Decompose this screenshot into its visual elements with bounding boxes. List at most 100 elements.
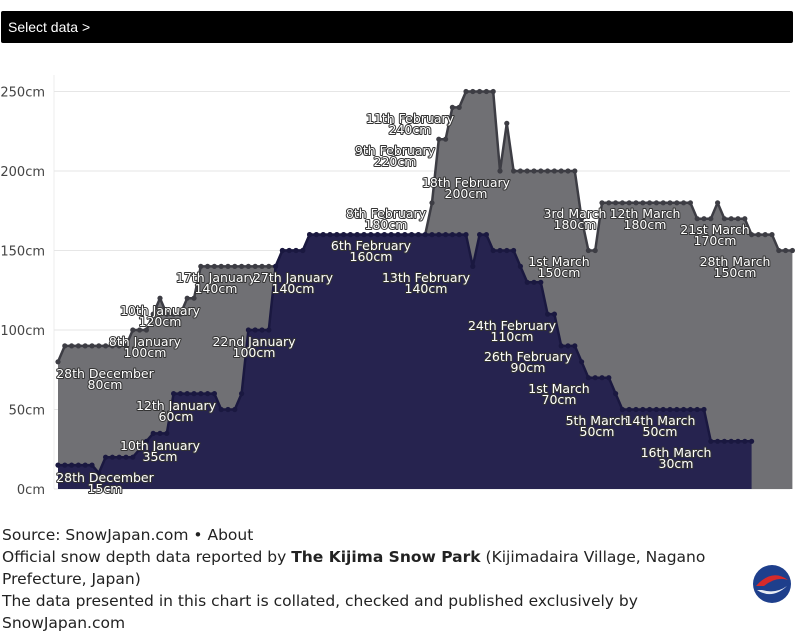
data-point[interactable] <box>640 406 646 413</box>
data-point[interactable] <box>742 216 748 222</box>
data-point[interactable] <box>320 232 326 238</box>
data-point[interactable] <box>436 136 442 142</box>
data-point[interactable] <box>477 232 483 238</box>
data-point[interactable] <box>137 327 143 333</box>
data-point[interactable] <box>409 232 415 238</box>
data-point[interactable] <box>776 247 782 254</box>
data-point[interactable] <box>218 406 224 413</box>
data-point[interactable] <box>205 391 211 397</box>
data-point[interactable] <box>579 216 585 222</box>
data-point[interactable] <box>613 200 619 206</box>
data-point[interactable] <box>177 391 183 397</box>
data-point[interactable] <box>286 247 292 254</box>
data-point[interactable] <box>735 438 741 444</box>
data-point[interactable] <box>191 295 197 301</box>
data-point[interactable] <box>735 216 741 222</box>
data-point[interactable] <box>755 232 762 238</box>
data-point[interactable] <box>259 327 265 333</box>
data-point[interactable] <box>171 391 177 397</box>
data-point[interactable] <box>681 200 687 206</box>
data-point[interactable] <box>606 375 612 381</box>
data-point[interactable] <box>293 247 299 254</box>
data-point[interactable] <box>715 438 721 444</box>
data-point[interactable] <box>164 311 170 317</box>
data-point[interactable] <box>130 454 136 460</box>
data-point[interactable] <box>402 232 408 238</box>
data-point[interactable] <box>749 232 755 238</box>
data-point[interactable] <box>619 406 626 413</box>
data-point[interactable] <box>232 406 238 413</box>
data-point[interactable] <box>558 343 564 349</box>
data-point[interactable] <box>660 406 666 413</box>
data-point[interactable] <box>211 391 217 397</box>
data-point[interactable] <box>490 247 496 254</box>
data-point[interactable] <box>225 406 231 413</box>
data-point[interactable] <box>75 462 81 468</box>
data-point[interactable] <box>728 438 734 444</box>
data-point[interactable] <box>633 200 639 206</box>
data-point[interactable] <box>75 343 81 349</box>
data-point[interactable] <box>483 88 489 95</box>
data-point[interactable] <box>470 88 476 95</box>
data-point[interactable] <box>82 462 88 468</box>
data-point[interactable] <box>307 232 313 238</box>
data-point[interactable] <box>191 391 197 397</box>
data-point[interactable] <box>517 263 524 269</box>
data-point[interactable] <box>715 200 721 206</box>
data-point[interactable] <box>626 200 632 206</box>
data-point[interactable] <box>585 247 592 254</box>
data-point[interactable] <box>572 168 578 174</box>
data-point[interactable] <box>239 391 245 397</box>
data-point[interactable] <box>626 406 632 413</box>
data-point[interactable] <box>538 279 544 285</box>
data-point[interactable] <box>456 104 462 110</box>
data-point[interactable] <box>538 168 544 174</box>
data-point[interactable] <box>619 200 626 206</box>
data-point[interactable] <box>701 406 707 413</box>
data-point[interactable] <box>443 232 449 238</box>
data-point[interactable] <box>361 232 367 238</box>
data-point[interactable] <box>470 263 476 269</box>
source-line[interactable]: Source: SnowJapan.com • About <box>2 526 254 544</box>
data-point[interactable] <box>742 438 748 444</box>
data-point[interactable] <box>585 375 592 381</box>
data-point[interactable] <box>347 232 353 238</box>
data-point[interactable] <box>687 200 694 206</box>
data-point[interactable] <box>198 391 204 397</box>
data-point[interactable] <box>62 343 68 349</box>
data-point[interactable] <box>327 232 333 238</box>
data-point[interactable] <box>109 343 115 349</box>
data-point[interactable] <box>497 247 503 254</box>
data-point[interactable] <box>123 454 129 460</box>
data-point[interactable] <box>259 263 265 269</box>
data-point[interactable] <box>647 200 653 206</box>
data-point[interactable] <box>415 232 421 238</box>
data-point[interactable] <box>674 406 680 413</box>
data-point[interactable] <box>504 120 510 126</box>
data-point[interactable] <box>517 168 524 174</box>
data-point[interactable] <box>599 200 605 206</box>
data-point[interactable] <box>701 216 707 222</box>
data-point[interactable] <box>667 200 673 206</box>
data-point[interactable] <box>55 359 61 365</box>
data-point[interactable] <box>103 343 109 349</box>
data-point[interactable] <box>769 232 775 238</box>
data-point[interactable] <box>749 438 755 444</box>
data-point[interactable] <box>674 200 680 206</box>
data-point[interactable] <box>667 406 673 413</box>
data-point[interactable] <box>524 279 530 285</box>
data-point[interactable] <box>245 263 251 269</box>
data-point[interactable] <box>545 311 551 317</box>
data-point[interactable] <box>211 263 217 269</box>
data-point[interactable] <box>109 454 115 460</box>
data-point[interactable] <box>184 391 190 397</box>
data-point[interactable] <box>429 200 435 206</box>
data-point[interactable] <box>266 327 272 333</box>
data-point[interactable] <box>218 263 224 269</box>
data-point[interactable] <box>653 200 660 206</box>
data-point[interactable] <box>69 343 75 349</box>
data-point[interactable] <box>660 200 666 206</box>
data-point[interactable] <box>762 232 768 238</box>
data-point[interactable] <box>483 232 489 238</box>
data-point[interactable] <box>69 462 75 468</box>
